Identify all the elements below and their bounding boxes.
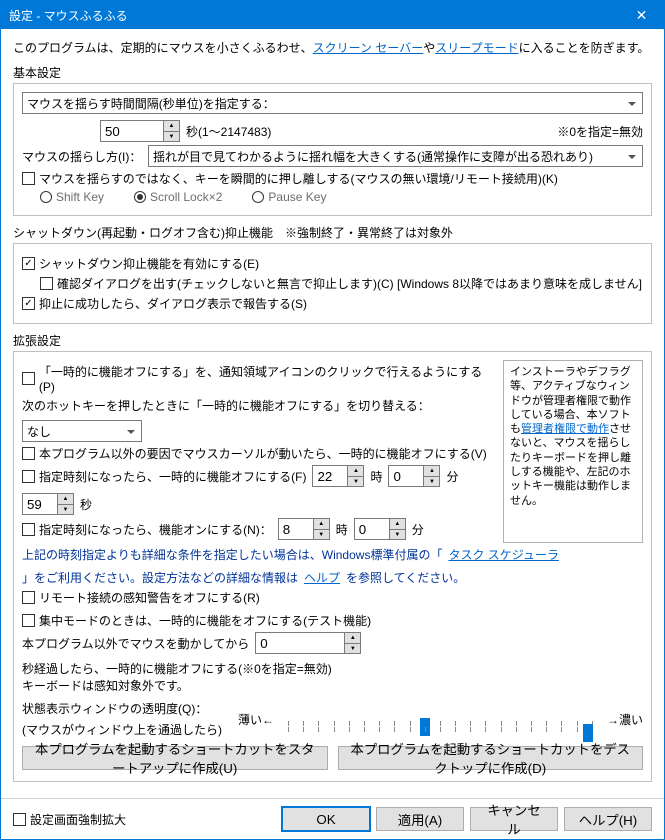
- btn-desktop[interactable]: 本プログラムを起動するショートカットをデスクトップに作成(D): [338, 746, 644, 770]
- t2-h[interactable]: ▲▼: [278, 518, 330, 540]
- cb-confirm-dialog[interactable]: 確認ダイアログを出す(チェックしないと無言で抑止します)(C) [Windows…: [40, 275, 642, 292]
- close-icon[interactable]: ✕: [619, 1, 664, 29]
- settings-dialog: 設定 - マウスふるふる ✕ このプログラムは、定期的にマウスを小さくふるわせ、…: [0, 0, 665, 840]
- screensaver-link[interactable]: スクリーン セーバー: [313, 41, 424, 55]
- hotkey-label: 次のホットキーを押したときに「一時的に機能オフにする」を切り替える：: [22, 397, 430, 414]
- spin-down-icon[interactable]: ▼: [164, 131, 180, 142]
- interval-note: ※0を指定=無効: [557, 123, 643, 140]
- radio-scroll[interactable]: Scroll Lock×2: [134, 190, 222, 204]
- apply-button[interactable]: 適用(A): [376, 807, 464, 831]
- cb-remote[interactable]: リモート接続の感知警告をオフにする(R): [22, 589, 260, 606]
- interval-select[interactable]: マウスを揺らす時間間隔(秒単位)を指定する：: [22, 92, 643, 114]
- spin-up-icon[interactable]: ▲: [164, 120, 180, 131]
- hotkey-select[interactable]: なし: [22, 420, 142, 442]
- cb-time-on[interactable]: 指定時刻になったら、機能オンにする(N)：: [22, 521, 272, 538]
- cb-time-off[interactable]: 指定時刻になったら、一時的に機能オフにする(F): [22, 468, 306, 485]
- t1-s[interactable]: ▲▼: [22, 493, 74, 515]
- opacity-label2: (マウスがウィンドウ上を通過したら): [22, 721, 232, 738]
- shake-method-select[interactable]: 揺れが目で見てわかるように揺れ幅を大きくする(通常操作に支障が出る恐れあり): [148, 145, 643, 167]
- radio-shift[interactable]: Shift Key: [40, 190, 104, 204]
- t2-m[interactable]: ▲▼: [354, 518, 406, 540]
- interval-input[interactable]: [100, 120, 164, 142]
- sleepmode-link[interactable]: スリープモード: [435, 41, 518, 55]
- cancel-button[interactable]: キャンセル: [470, 807, 558, 831]
- btn-startup[interactable]: 本プログラムを起動するショートカットをスタートアップに作成(U): [22, 746, 328, 770]
- basic-label: 基本設定: [13, 64, 652, 81]
- ok-button[interactable]: OK: [282, 807, 370, 831]
- footer: 設定画面強制拡大 OK 適用(A) キャンセル ヘルプ(H): [1, 798, 664, 839]
- window-title: 設定 - マウスふるふる: [9, 7, 619, 24]
- delay-spin[interactable]: ▲▼: [255, 632, 361, 654]
- ext-group: 「一時的に機能オフにする」を、通知領域アイコンのクリックで行えるようにする(P)…: [13, 351, 652, 782]
- t1-h[interactable]: ▲▼: [312, 465, 364, 487]
- cb-report-dialog[interactable]: 抑止に成功したら、ダイアログ表示で報告する(S): [22, 295, 307, 312]
- intro-text: このプログラムは、定期的にマウスを小さくふるわせ、スクリーン セーバーやスリープ…: [13, 39, 652, 56]
- admin-note: インストーラやデフラグ等、アクティブなウィンドウが管理者権限で動作している場合、…: [503, 360, 643, 543]
- interval-unit: 秒(1～2147483): [186, 123, 271, 140]
- help-link[interactable]: ヘルプ: [304, 569, 340, 586]
- t1-m[interactable]: ▲▼: [388, 465, 440, 487]
- task-scheduler-link[interactable]: タスク スケジューラ: [448, 546, 559, 563]
- shutdown-group: シャットダウン抑止機能を有効にする(E) 確認ダイアログを出す(チェックしないと…: [13, 243, 652, 324]
- ext-label: 拡張設定: [13, 332, 652, 349]
- slider-thumb[interactable]: [583, 724, 593, 742]
- opacity-label1: 状態表示ウィンドウの透明度(Q)：: [22, 700, 232, 717]
- cb-tray[interactable]: 「一時的に機能オフにする」を、通知領域アイコンのクリックで行えるようにする(P): [22, 363, 495, 394]
- cb-shutdown-enable[interactable]: シャットダウン抑止機能を有効にする(E): [22, 255, 259, 272]
- cb-expand[interactable]: 設定画面強制拡大: [13, 811, 126, 828]
- shake-method-label: マウスの揺らし方(I)：: [22, 148, 142, 165]
- interval-spin[interactable]: ▲▼: [100, 120, 180, 142]
- shutdown-label: シャットダウン(再起動・ログオフ含む)抑止機能 ※強制終了・異常終了は対象外: [13, 224, 652, 241]
- delay-label: 本プログラム以外でマウスを動かしてから: [22, 635, 249, 652]
- admin-link[interactable]: 管理者権限で動作: [521, 423, 609, 435]
- key-mode-check[interactable]: マウスを揺らすのではなく、キーを瞬間的に押し離しする(マウスの無い環境/リモート…: [22, 170, 558, 187]
- basic-group: マウスを揺らす時間間隔(秒単位)を指定する： ▲▼ 秒(1～2147483) ※…: [13, 83, 652, 216]
- cb-focus[interactable]: 集中モードのときは、一時的に機能をオフにする(テスト機能): [22, 612, 371, 629]
- radio-pause[interactable]: Pause Key: [252, 190, 326, 204]
- cb-other-move[interactable]: 本プログラム以外の要因でマウスカーソルが動いたら、一時的に機能オフにする(V): [22, 445, 487, 462]
- help-button[interactable]: ヘルプ(H): [564, 807, 652, 831]
- titlebar[interactable]: 設定 - マウスふるふる ✕: [1, 1, 664, 29]
